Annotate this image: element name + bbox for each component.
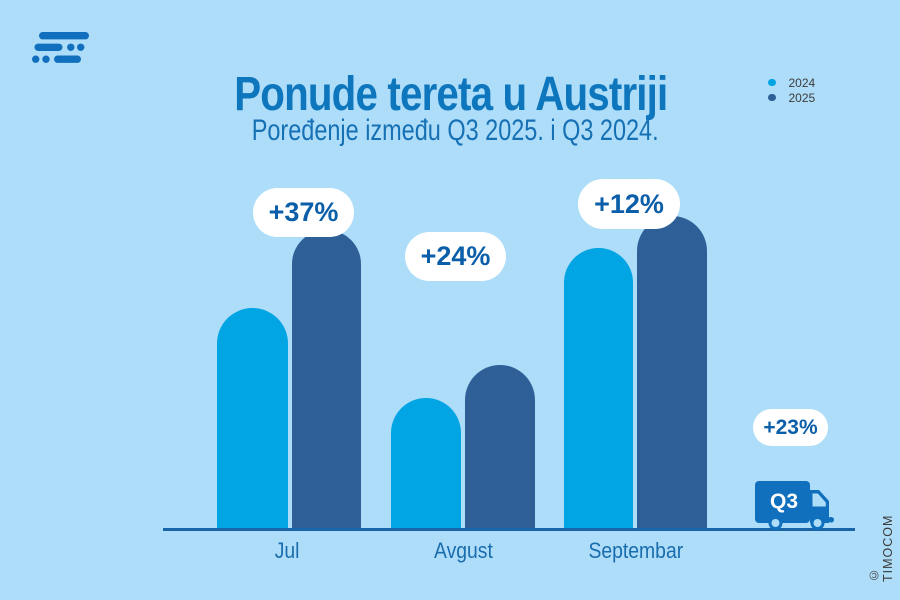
svg-text:Q3: Q3 bbox=[770, 490, 798, 513]
